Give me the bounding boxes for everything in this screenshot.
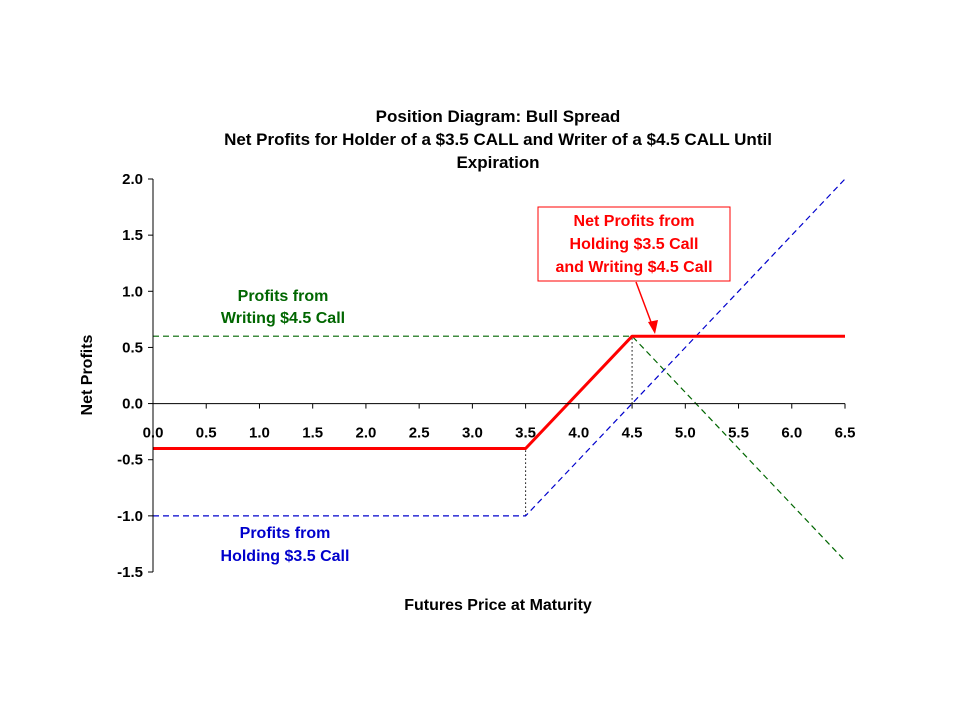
annotation-writing-call: Profits from Writing $4.5 Call bbox=[221, 288, 345, 327]
y-tick-label: -1.5 bbox=[117, 564, 143, 581]
annotation-net-line-2: Holding $3.5 Call bbox=[570, 236, 699, 253]
annotation-net-line-3: and Writing $4.5 Call bbox=[555, 259, 712, 276]
annotation-writing-line-1: Profits from bbox=[238, 288, 329, 305]
series-line bbox=[153, 334, 845, 450]
x-tick-label: 5.0 bbox=[675, 425, 696, 442]
x-tick-label: 0.5 bbox=[196, 425, 217, 442]
chart-title-line-2: Net Profits for Holder of a $3.5 CALL an… bbox=[224, 130, 772, 149]
x-tick-label: 1.0 bbox=[249, 425, 270, 442]
axes bbox=[148, 178, 846, 573]
x-tick-label: 4.5 bbox=[622, 425, 643, 442]
x-tick-label: 1.5 bbox=[302, 425, 323, 442]
x-tick-label: 3.0 bbox=[462, 425, 483, 442]
x-tick-labels: 0.0 0.5 1.0 1.5 2.0 2.5 3.0 3.5 4.0 4.5 5.0 5.5 6.0 6… bbox=[143, 425, 856, 442]
x-tick-label: 6.0 bbox=[781, 425, 802, 442]
x-tick-label: 5.5 bbox=[728, 425, 749, 442]
chart-title-line-1: Position Diagram: Bull Spread bbox=[376, 107, 621, 126]
y-tick-label: -0.5 bbox=[117, 452, 143, 469]
y-tick-label: 0.0 bbox=[122, 396, 143, 413]
x-tick-label: 3.5 bbox=[515, 425, 536, 442]
x-tick-label: 0.0 bbox=[143, 425, 164, 442]
annotation-net-box bbox=[537, 206, 731, 282]
series-layer bbox=[153, 178, 846, 562]
annotation-holding-call: Profits from Holding $3.5 Call bbox=[221, 525, 350, 565]
annotation-holding-line-2: Holding $3.5 Call bbox=[221, 548, 350, 565]
x-tick-label: 6.5 bbox=[835, 425, 856, 442]
x-tick-label: 2.5 bbox=[409, 425, 430, 442]
annotation-net-profits: Net Profits from Holding $3.5 Call and W… bbox=[537, 206, 731, 334]
series-line bbox=[153, 335, 846, 562]
y-tick-label: 0.5 bbox=[122, 339, 143, 356]
series-line bbox=[153, 178, 846, 517]
annotation-writing-line-2: Writing $4.5 Call bbox=[221, 310, 345, 327]
x-tick-label: 2.0 bbox=[355, 425, 376, 442]
annotation-holding-line-1: Profits from bbox=[240, 525, 331, 542]
y-tick-labels: 2.0 1.5 1.0 0.5 0.0 -0.5 -1.0 -1.5 bbox=[117, 171, 143, 581]
reference-lines bbox=[525, 336, 633, 516]
x-axis-label: Futures Price at Maturity bbox=[404, 597, 592, 614]
chart-title: Position Diagram: Bull Spread Net Profit… bbox=[224, 107, 772, 172]
annotation-net-line-1: Net Profits from bbox=[574, 213, 695, 230]
y-axis-label: Net Profits bbox=[79, 334, 96, 415]
x-tick-label: 4.0 bbox=[568, 425, 589, 442]
y-tick-label: -1.0 bbox=[117, 508, 143, 525]
chart-title-line-3: Expiration bbox=[456, 153, 539, 172]
y-tick-label: 1.5 bbox=[122, 227, 143, 244]
annotation-net-arrowhead bbox=[648, 320, 658, 334]
y-tick-label: 2.0 bbox=[122, 171, 143, 188]
y-tick-label: 1.0 bbox=[122, 283, 143, 300]
